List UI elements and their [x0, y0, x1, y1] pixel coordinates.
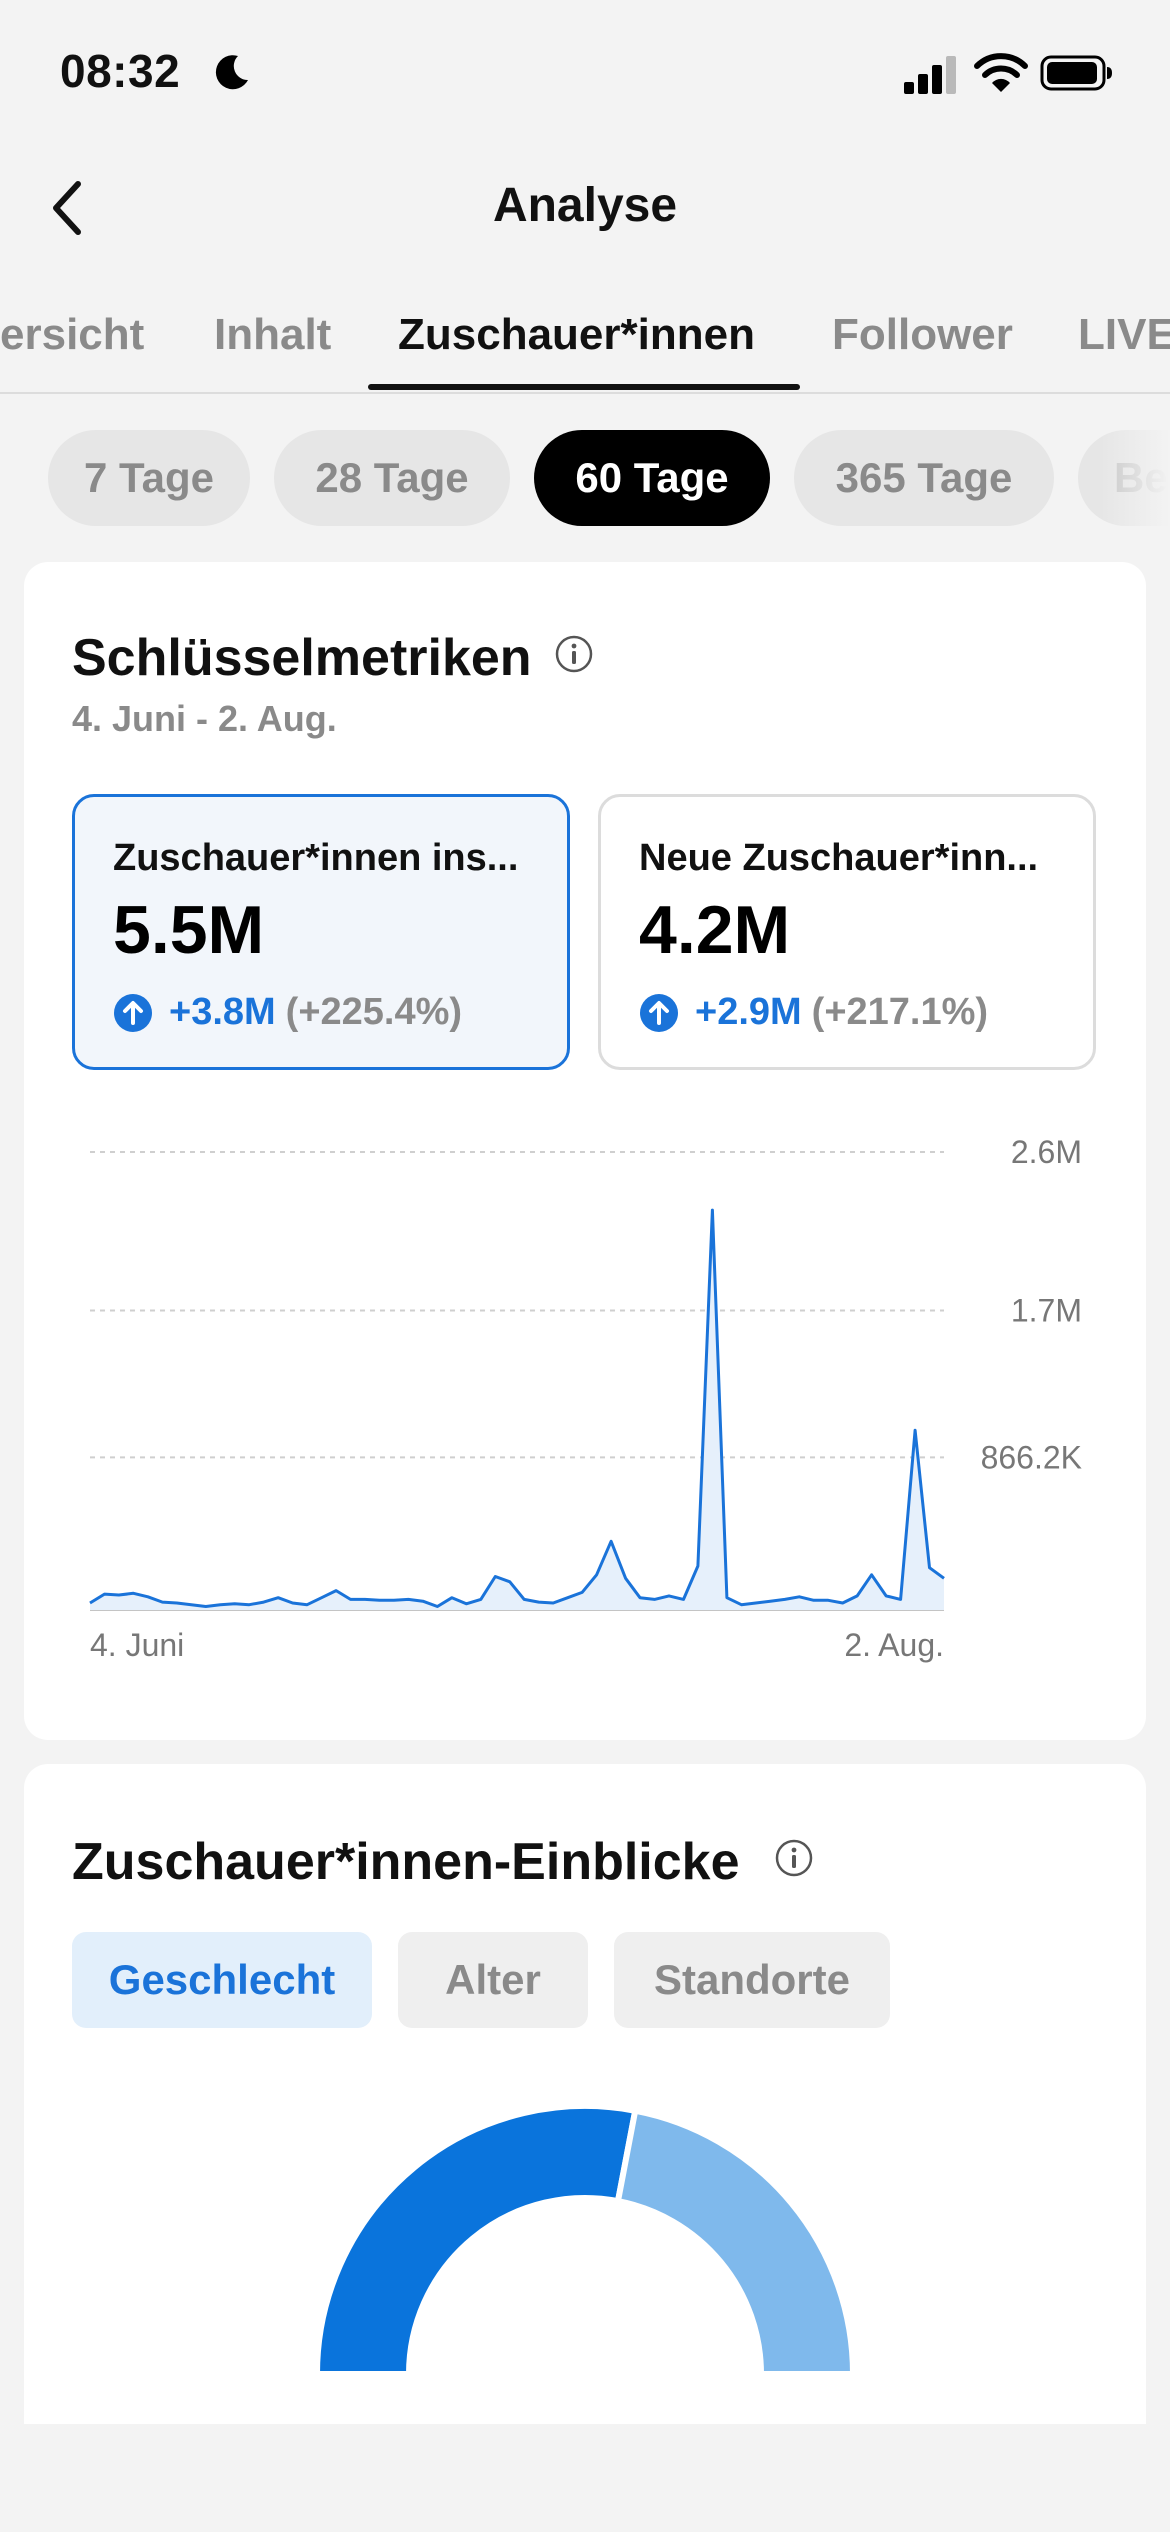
wifi-icon [974, 53, 1028, 92]
tab-divider [0, 392, 1170, 394]
info-icon[interactable] [774, 1838, 814, 1878]
active-tab-indicator [368, 384, 800, 390]
back-button[interactable] [36, 170, 100, 246]
period-chip-28[interactable]: 28 Tage [274, 430, 510, 526]
tab-followers[interactable]: Follower [832, 310, 1013, 359]
period-selector: 7 Tage 28 Tage 60 Tage 365 Tage Be [0, 430, 1170, 526]
series-line [89, 1208, 945, 1608]
insight-tab-locations[interactable]: Standorte [614, 1932, 890, 2028]
metric-value: 4.2M [639, 892, 791, 968]
metric-delta: +3.8M [169, 991, 276, 1033]
analytics-tabs: ersicht Inhalt Zuschauer*innen Follower … [0, 296, 1170, 392]
metric-pct: (+225.4%) [285, 991, 463, 1033]
y-tick-label: 2.6M [1011, 1134, 1082, 1170]
donut-segment-1[interactable] [614, 2107, 857, 2377]
period-chip-60[interactable]: 60 Tage [534, 430, 770, 526]
metric-pct: (+217.1%) [811, 991, 989, 1033]
key-metrics-title: Schlüsselmetriken [72, 629, 532, 687]
tab-overview[interactable]: ersicht [0, 310, 145, 359]
x-tick-label: 4. Juni [90, 1627, 184, 1663]
tab-content[interactable]: Inhalt [214, 310, 332, 359]
insight-tab-gender[interactable]: Geschlecht [72, 1932, 372, 2028]
insight-tab-age[interactable]: Alter [398, 1932, 588, 2028]
metric-change: +3.8M (+225.4%) [113, 991, 462, 1034]
status-time: 08:32 [60, 45, 181, 97]
x-tick-label: 2. Aug. [844, 1627, 944, 1663]
signal-icon [904, 56, 956, 94]
metric-card-total-viewers[interactable]: Zuschauer*innen ins... 5.5M +3.8M (+225.… [72, 794, 570, 1070]
page-title: Analyse [492, 179, 678, 232]
metric-change: +2.9M (+217.1%) [639, 991, 988, 1034]
date-range: 4. Juni - 2. Aug. [72, 698, 337, 739]
metric-label: Zuschauer*innen ins... [113, 837, 519, 879]
arrow-up-circle-icon [114, 993, 152, 1032]
chevron-left-icon [53, 181, 81, 235]
y-tick-label: 866.2K [981, 1439, 1082, 1475]
period-chip-7[interactable]: 7 Tage [48, 430, 250, 526]
info-icon[interactable] [554, 634, 594, 674]
arrow-up-circle-icon [640, 993, 678, 1032]
viewer-insights-card: Zuschauer*innen-Einblicke [24, 1764, 1146, 2424]
series-area [90, 1210, 944, 1610]
metric-delta: +2.9M [695, 991, 802, 1033]
metric-card-new-viewers[interactable]: Neue Zuschauer*inn... 4.2M +2.9M (+217.1… [598, 794, 1096, 1070]
metric-value: 5.5M [113, 892, 265, 968]
viewers-line-chart[interactable]: 2.6M 1.7M 866.2K 4. Juni 2. Aug. [24, 1110, 1146, 1690]
donut-segment-0[interactable] [313, 2103, 639, 2377]
gender-donut-chart[interactable] [24, 2080, 1146, 2500]
period-chip-365[interactable]: 365 Tage [794, 430, 1054, 526]
y-tick-label: 1.7M [1011, 1293, 1082, 1329]
metric-label: Neue Zuschauer*inn... [639, 837, 1039, 879]
insights-title: Zuschauer*innen-Einblicke [72, 1833, 740, 1891]
moon-icon [215, 55, 248, 90]
chips-fade [1100, 430, 1170, 526]
tab-live[interactable]: LIVE [1078, 310, 1170, 359]
tab-viewers[interactable]: Zuschauer*innen [398, 310, 755, 359]
battery-icon [1040, 55, 1112, 91]
